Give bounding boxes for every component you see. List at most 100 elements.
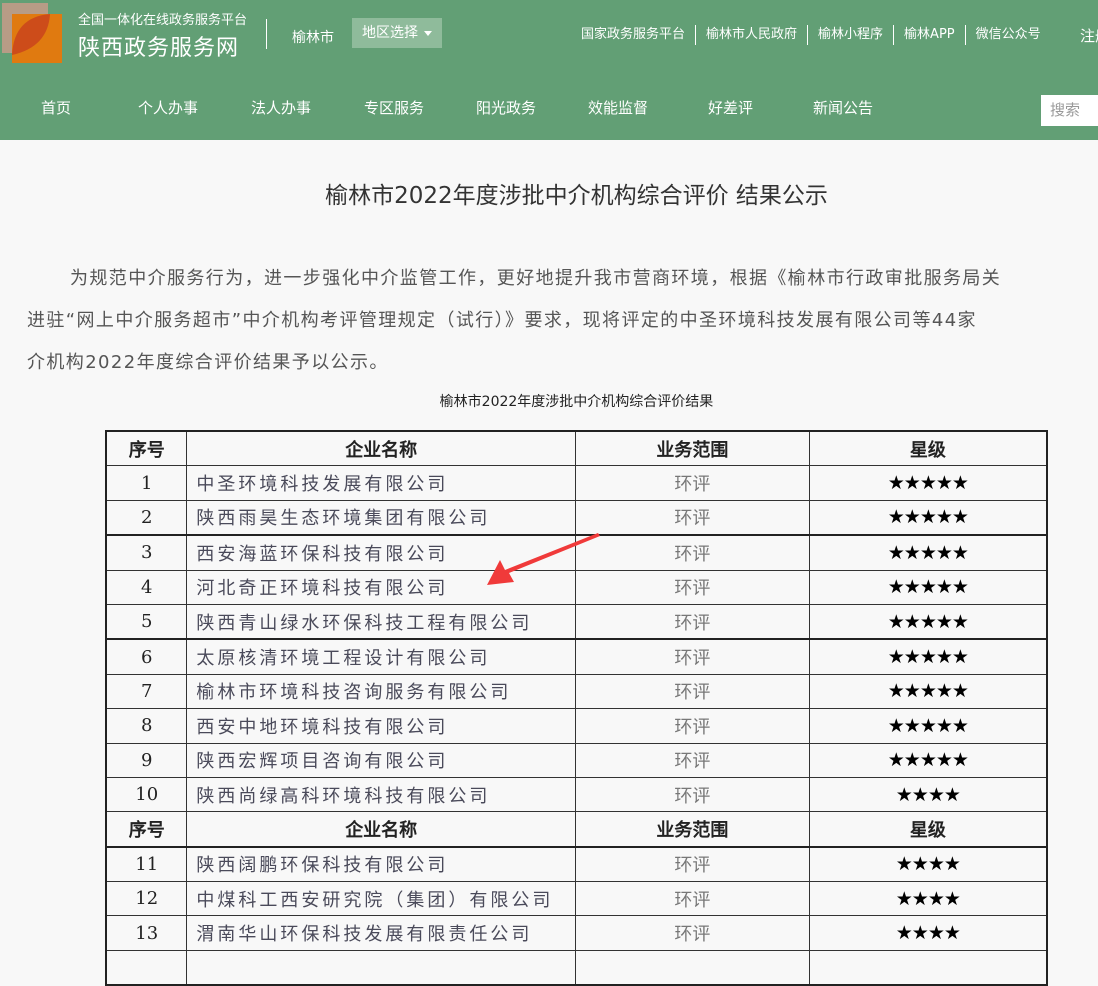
star-rating: ★★★★★ (808, 569, 1048, 605)
nav-news[interactable]: 新闻公告 (813, 99, 874, 117)
nav-home[interactable]: 首页 (41, 99, 72, 117)
business-scope: 环评 (574, 603, 810, 640)
table-row: 12 中煤科工西安研究院（集团）有限公司 环评 ★★★★ (105, 881, 1048, 917)
intro-paragraph: 为规范中介服务行为，进一步强化中介监管工作，更好地提升我市营商环境，根据《榆林市… (27, 258, 1098, 384)
row-number: 11 (105, 845, 188, 883)
header-company: 企业名称 (186, 430, 576, 467)
header-no: 序号 (105, 430, 188, 467)
paragraph-line: 介机构2022年度综合评价结果予以公示。 (27, 352, 389, 373)
business-scope: 环评 (574, 881, 810, 917)
current-city: 榆林市 (292, 30, 334, 46)
company-name: 陕西青山绿水环保科技工程有限公司 (186, 603, 576, 640)
header-scope: 业务范围 (574, 430, 810, 467)
business-scope: 环评 (574, 776, 810, 813)
link-wechat-account[interactable]: 微信公众号 (975, 27, 1041, 42)
table-cell (808, 949, 1048, 986)
table-row: 5 陕西青山绿水环保科技工程有限公司 环评 ★★★★★ (105, 603, 1048, 640)
star-rating: ★★★★ (808, 915, 1048, 951)
company-name: 太原核清环境工程设计有限公司 (186, 638, 576, 675)
results-table: 序号 企业名称 业务范围 星级 1 中圣环境科技发展有限公司 环评 ★★★★★ 2 陕西雨昊生态环… (105, 430, 1048, 986)
site-name[interactable]: 陕西政务服务网 (78, 36, 240, 61)
row-number: 5 (105, 603, 188, 640)
company-name: 陕西雨昊生态环境集团有限公司 (186, 499, 576, 536)
star-rating: ★★★★★ (808, 465, 1048, 501)
row-number: 7 (105, 673, 188, 710)
star-rating: ★★★★ (808, 776, 1048, 813)
business-scope: 环评 (574, 845, 810, 883)
nav-rating[interactable]: 好差评 (708, 99, 754, 117)
business-scope: 环评 (574, 499, 810, 536)
page-title: 榆林市2022年度涉批中介机构综合评价 结果公示 (325, 183, 828, 209)
row-number: 4 (105, 569, 188, 605)
link-yulin-miniprogram[interactable]: 榆林小程序 (808, 25, 895, 45)
row-number: 10 (105, 776, 188, 813)
caret-down-icon (424, 30, 432, 36)
row-number: 1 (105, 465, 188, 501)
table-row: 13 渭南华山环保科技发展有限责任公司 环评 ★★★★ (105, 915, 1048, 951)
link-national-platform[interactable]: 国家政务服务平台 (581, 25, 697, 45)
nav-special[interactable]: 专区服务 (364, 99, 425, 117)
row-number: 6 (105, 638, 188, 675)
nav-corporate[interactable]: 法人办事 (251, 99, 312, 117)
header-stars: 星级 (808, 430, 1048, 467)
table-header-row: 序号 企业名称 业务范围 星级 (105, 811, 1048, 848)
row-number: 13 (105, 915, 188, 951)
top-links: 国家政务服务平台 榆林市人民政府 榆林小程序 榆林APP 微信公众号 (581, 25, 1051, 45)
star-rating: ★★★★★ (808, 742, 1048, 778)
company-name: 河北奇正环境科技有限公司 (186, 569, 576, 605)
site-logo (2, 3, 62, 63)
business-scope: 环评 (574, 673, 810, 710)
star-rating: ★★★★ (808, 881, 1048, 917)
table-row: 7 榆林市环境科技咨询服务有限公司 环评 ★★★★★ (105, 673, 1048, 710)
register-link[interactable]: 注册 (1080, 27, 1098, 45)
table-header-row: 序号 企业名称 业务范围 星级 (105, 430, 1048, 467)
company-name: 渭南华山环保科技发展有限责任公司 (186, 915, 576, 951)
paragraph-line: 为规范中介服务行为，进一步强化中介监管工作，更好地提升我市营商环境，根据《榆林市… (70, 268, 1002, 289)
business-scope: 环评 (574, 638, 810, 675)
nav-supervision[interactable]: 效能监督 (588, 99, 649, 117)
table-cell (186, 949, 576, 986)
row-number: 9 (105, 742, 188, 778)
table-row: 10 陕西尚绿高科环境科技有限公司 环评 ★★★★ (105, 776, 1048, 813)
table-cell (105, 949, 188, 986)
table-row: 6 太原核清环境工程设计有限公司 环评 ★★★★★ (105, 638, 1048, 675)
header-stars: 星级 (808, 811, 1048, 848)
region-select-dropdown[interactable]: 地区选择 (352, 18, 442, 48)
header-scope: 业务范围 (574, 811, 810, 848)
table-row: 1 中圣环境科技发展有限公司 环评 ★★★★★ (105, 465, 1048, 501)
company-name: 陕西阔鹏环保科技有限公司 (186, 845, 576, 883)
business-scope: 环评 (574, 708, 810, 744)
company-name: 陕西宏辉项目咨询有限公司 (186, 742, 576, 778)
star-rating: ★★★★★ (808, 499, 1048, 536)
table-row (105, 949, 1048, 986)
row-number: 8 (105, 708, 188, 744)
business-scope: 环评 (574, 742, 810, 778)
link-yulin-app[interactable]: 榆林APP (894, 25, 966, 45)
nav-open-affairs[interactable]: 阳光政务 (476, 99, 537, 117)
star-rating: ★★★★★ (808, 708, 1048, 744)
search-input[interactable]: 搜索 (1041, 95, 1098, 126)
nav-personal[interactable]: 个人办事 (138, 99, 199, 117)
table-row: 11 陕西阔鹏环保科技有限公司 环评 ★★★★ (105, 845, 1048, 883)
star-rating: ★★★★ (808, 845, 1048, 883)
company-name: 中煤科工西安研究院（集团）有限公司 (186, 881, 576, 917)
header-company: 企业名称 (186, 811, 576, 848)
region-select-label: 地区选择 (362, 25, 418, 41)
company-name: 西安中地环境科技有限公司 (186, 708, 576, 744)
link-yulin-government[interactable]: 榆林市人民政府 (696, 25, 809, 45)
header-no: 序号 (105, 811, 188, 848)
star-rating: ★★★★★ (808, 534, 1048, 571)
site-header: 全国一体化在线政务服务平台 陕西政务服务网 榆林市 地区选择 国家政务服务平台 … (0, 0, 1098, 140)
divider (266, 19, 267, 49)
table-cell (574, 949, 810, 986)
table-row: 3 西安海蓝环保科技有限公司 环评 ★★★★★ (105, 534, 1048, 571)
table-row: 8 西安中地环境科技有限公司 环评 ★★★★★ (105, 708, 1048, 744)
business-scope: 环评 (574, 465, 810, 501)
company-name: 陕西尚绿高科环境科技有限公司 (186, 776, 576, 813)
table-row: 9 陕西宏辉项目咨询有限公司 环评 ★★★★★ (105, 742, 1048, 778)
table-caption: 榆林市2022年度涉批中介机构综合评价结果 (439, 394, 714, 410)
row-number: 12 (105, 881, 188, 917)
star-rating: ★★★★★ (808, 638, 1048, 675)
star-rating: ★★★★★ (808, 603, 1048, 640)
business-scope: 环评 (574, 915, 810, 951)
